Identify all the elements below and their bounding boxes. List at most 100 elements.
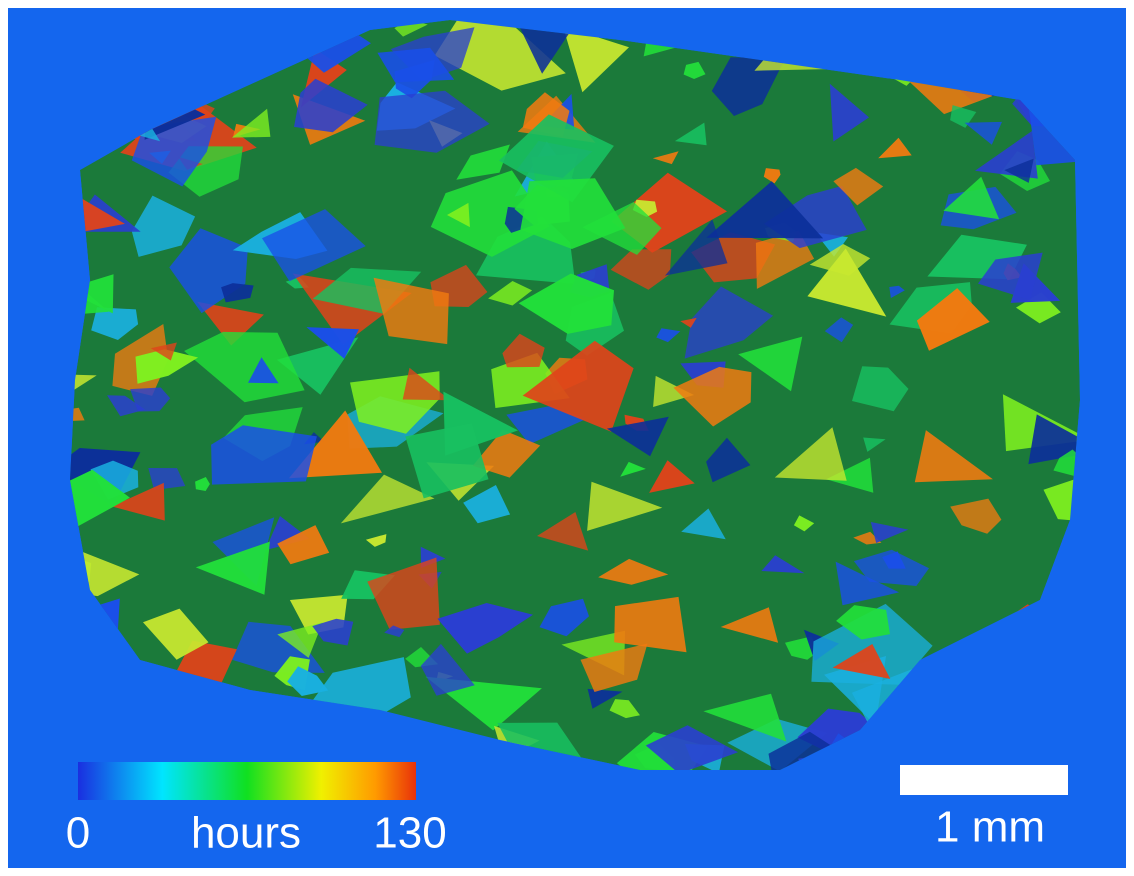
texture-patch bbox=[562, 26, 629, 93]
texture-patch bbox=[889, 285, 905, 298]
texture-patch bbox=[832, 644, 891, 679]
texture-patch bbox=[653, 375, 694, 407]
texture-patch bbox=[706, 437, 751, 483]
texture-patch bbox=[143, 608, 209, 660]
texture-patch bbox=[184, 331, 305, 403]
texture-patch bbox=[402, 367, 451, 401]
texture-patch bbox=[384, 625, 405, 638]
texture-patch bbox=[277, 525, 330, 565]
texture-patch bbox=[598, 558, 669, 585]
texture-patch bbox=[684, 286, 774, 359]
texture-patch bbox=[978, 252, 1043, 300]
texture-patch bbox=[148, 468, 186, 490]
texture-patch bbox=[950, 498, 1002, 534]
texture-patch bbox=[610, 249, 672, 290]
texture-patch bbox=[377, 47, 455, 83]
colorbar bbox=[78, 762, 416, 800]
texture-patch bbox=[853, 549, 929, 586]
texture-patch bbox=[197, 301, 264, 346]
texture-patch bbox=[537, 512, 589, 551]
texture-patch bbox=[221, 283, 254, 303]
texture-patch bbox=[1004, 158, 1034, 183]
texture-patch bbox=[824, 317, 854, 343]
texture-patch bbox=[447, 202, 470, 228]
texture-patch bbox=[506, 405, 586, 445]
texture-patch bbox=[539, 598, 589, 637]
texture-patch bbox=[522, 340, 634, 432]
texture-patch bbox=[472, 429, 541, 478]
texture-patch bbox=[826, 457, 874, 493]
texture-patch bbox=[673, 366, 752, 427]
texture-patch bbox=[374, 90, 490, 153]
texture-patch bbox=[70, 274, 114, 314]
texture-patch bbox=[674, 122, 707, 146]
texture-patch bbox=[365, 534, 387, 547]
texture-patch bbox=[878, 137, 912, 159]
texture-patch bbox=[367, 557, 440, 630]
texture-patch bbox=[807, 248, 887, 317]
texture-patch bbox=[652, 151, 679, 165]
scale-bar-label: 1 mm bbox=[935, 803, 1045, 852]
texture-patch bbox=[306, 327, 359, 359]
texture-patch bbox=[833, 167, 884, 206]
texture-patch bbox=[761, 555, 805, 574]
texture-patch bbox=[463, 485, 511, 524]
texture-patch bbox=[683, 61, 706, 79]
texture-patch bbox=[620, 461, 646, 477]
texture-patch bbox=[964, 121, 1002, 145]
texture-patch bbox=[649, 460, 695, 493]
texture-patch bbox=[107, 395, 146, 417]
colorbar-max: 130 bbox=[373, 809, 446, 858]
texture-patch bbox=[70, 469, 130, 527]
texture-patch bbox=[420, 643, 475, 696]
texture-patch bbox=[870, 522, 909, 543]
texture-patch bbox=[456, 144, 510, 180]
colorbar-label: hours bbox=[191, 809, 301, 858]
texture-patch bbox=[587, 481, 663, 531]
texture-patch bbox=[681, 508, 726, 540]
texture-patch bbox=[248, 357, 279, 384]
texture-patch bbox=[130, 387, 171, 412]
texture-patch bbox=[91, 307, 139, 340]
texture-patch bbox=[606, 416, 669, 457]
texture-patch bbox=[262, 209, 366, 282]
texture-patch bbox=[727, 718, 827, 770]
texture-patch bbox=[1016, 292, 1061, 324]
texture-patch bbox=[131, 195, 196, 257]
texture-patch bbox=[916, 288, 990, 351]
texture-patch bbox=[829, 83, 869, 142]
texture-patch bbox=[287, 666, 329, 696]
texture-patch bbox=[437, 603, 533, 654]
texture-patch bbox=[835, 561, 900, 606]
texture-patch bbox=[711, 57, 786, 116]
texture-patch bbox=[656, 328, 681, 343]
texture-patch bbox=[609, 699, 640, 719]
texture-patch bbox=[340, 474, 435, 524]
texture-patch bbox=[836, 605, 890, 640]
texture-patch bbox=[150, 342, 177, 361]
texture-patch bbox=[853, 531, 882, 545]
texture-patch bbox=[518, 273, 614, 334]
texture-patch bbox=[195, 477, 210, 491]
texture-patch bbox=[914, 430, 993, 483]
texture-patch bbox=[265, 516, 310, 551]
texture-patch bbox=[645, 725, 738, 770]
texture-patch bbox=[294, 78, 368, 133]
texture-patch bbox=[211, 425, 317, 485]
texture-patch bbox=[774, 427, 847, 481]
texture-patch bbox=[111, 482, 165, 521]
texture-patch bbox=[763, 168, 781, 184]
texture-patch bbox=[793, 515, 815, 532]
texture-patch bbox=[1028, 414, 1080, 465]
texture-patch bbox=[852, 366, 909, 412]
texture-patch bbox=[288, 410, 382, 479]
texture-patch bbox=[277, 622, 323, 658]
texture-patch bbox=[502, 333, 545, 368]
texture-patch bbox=[312, 267, 422, 314]
texture-patch bbox=[312, 618, 354, 646]
texture-patch bbox=[738, 336, 803, 392]
texture-patch bbox=[195, 541, 270, 595]
scale-bar bbox=[900, 765, 1068, 795]
texture-patch bbox=[135, 349, 199, 384]
